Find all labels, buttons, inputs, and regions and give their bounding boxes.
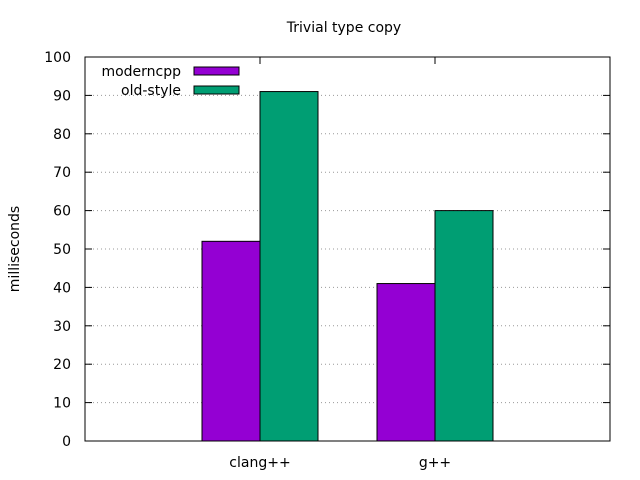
x-axis-ticks: clang++ g++ [229,57,451,471]
y-tick-label: 20 [53,357,71,373]
legend-swatch [193,66,240,76]
legend-label: old-style [121,83,181,99]
plot-frame [84,56,611,442]
x-tick-label: clang++ [229,455,290,471]
bars-group [201,91,494,442]
y-tick-label: 60 [53,204,71,220]
bar-old-style-g++ [434,210,494,442]
y-tick-label: 0 [62,434,71,450]
y-tick-label: 30 [53,319,71,335]
y-tick-label: 70 [53,165,71,181]
legend: moderncpp old-style [101,64,240,99]
y-tick-label: 100 [44,50,71,66]
y-tick-label: 10 [53,396,71,412]
y-tick-label: 90 [53,88,71,104]
gridlines [85,94,610,404]
y-axis-ticks: 0 10 20 30 40 50 60 70 80 90 100 [44,50,610,450]
bar-moderncpp-g++ [376,283,436,442]
legend-label: moderncpp [101,64,181,80]
y-tick-label: 50 [53,242,71,258]
y-axis-label: milliseconds [7,206,23,292]
x-tick-label: g++ [419,455,451,471]
legend-swatch [193,85,240,95]
chart-title: Trivial type copy [286,20,401,36]
bar-moderncpp-clang++ [201,240,261,442]
bar-old-style-clang++ [259,91,319,442]
y-tick-label: 80 [53,127,71,143]
y-tick-label: 40 [53,280,71,296]
